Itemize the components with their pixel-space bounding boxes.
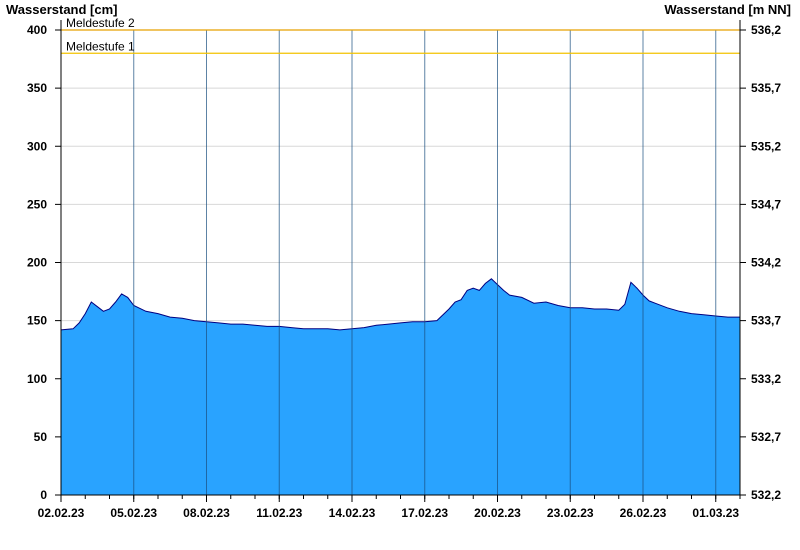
x-tick-label: 01.03.23 bbox=[692, 506, 739, 520]
x-tick-label: 05.02.23 bbox=[110, 506, 157, 520]
warning-levels: Meldestufe 2 Meldestufe 1 bbox=[61, 16, 740, 54]
threshold-label: Meldestufe 1 bbox=[66, 39, 135, 53]
water-level-line bbox=[60, 278, 740, 331]
right-tick-label: 535,2 bbox=[751, 139, 781, 153]
right-tick-label: 535,7 bbox=[751, 81, 781, 95]
left-tick-label: 50 bbox=[34, 430, 48, 444]
x-tick-label: 11.02.23 bbox=[256, 506, 302, 520]
left-tick-label: 300 bbox=[27, 139, 47, 153]
left-tick-label: 0 bbox=[40, 488, 47, 502]
right-tick-label: 532,7 bbox=[751, 430, 781, 444]
right-tick-label: 533,7 bbox=[751, 314, 781, 328]
right-tick-label: 534,7 bbox=[751, 197, 781, 211]
tick-labels: 0 532,2 50 532,7 100 533,2 150 533,7 200 534,2 250… bbox=[27, 23, 781, 520]
x-tick-label: 17.02.23 bbox=[401, 506, 448, 520]
right-tick-label: 532,2 bbox=[751, 488, 781, 502]
right-tick-label: 533,2 bbox=[751, 372, 781, 386]
left-tick-label: 400 bbox=[27, 23, 47, 37]
left-axis-title: Wasserstand [cm] bbox=[6, 2, 118, 17]
left-tick-label: 200 bbox=[27, 256, 47, 270]
x-tick-label: 23.02.23 bbox=[547, 506, 594, 520]
left-tick-label: 100 bbox=[27, 372, 47, 386]
x-tick-label: 02.02.23 bbox=[38, 506, 85, 520]
left-tick-label: 350 bbox=[27, 81, 47, 95]
threshold-label: Meldestufe 2 bbox=[66, 16, 135, 30]
axes bbox=[55, 20, 746, 502]
left-tick-label: 150 bbox=[27, 314, 47, 328]
x-tick-label: 08.02.23 bbox=[183, 506, 230, 520]
x-tick-label: 20.02.23 bbox=[474, 506, 521, 520]
water-level-fill bbox=[61, 278, 740, 495]
left-tick-label: 250 bbox=[27, 197, 47, 211]
right-axis-title: Wasserstand [m NN] bbox=[664, 2, 791, 17]
x-tick-label: 14.02.23 bbox=[329, 506, 376, 520]
x-tick-label: 26.02.23 bbox=[620, 506, 667, 520]
right-tick-label: 534,2 bbox=[751, 256, 781, 270]
right-tick-label: 536,2 bbox=[751, 23, 781, 37]
